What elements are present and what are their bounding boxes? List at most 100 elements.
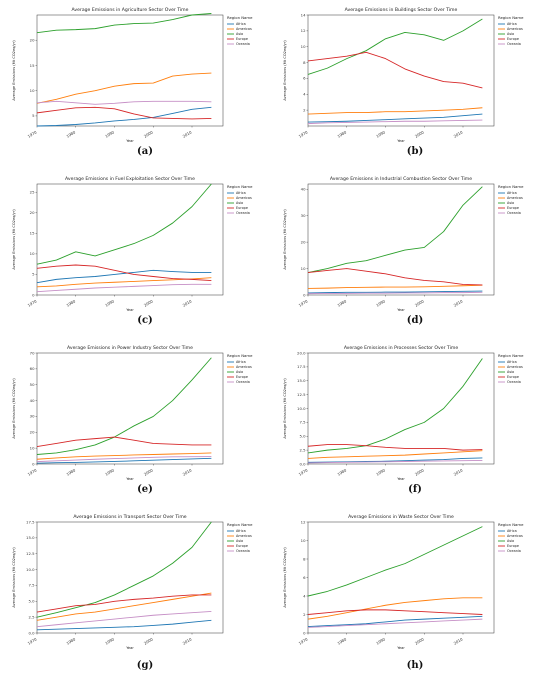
chart-title: Average Emissions in Power Industry Sect… <box>67 345 193 351</box>
series-line-africa <box>307 457 483 463</box>
series-line-asia <box>36 521 212 618</box>
series-line-asia <box>36 13 212 34</box>
y-tick-label: 15 <box>30 63 35 68</box>
legend-entry: Asia <box>507 201 514 205</box>
y-tick-label: 20 <box>30 210 35 215</box>
chart-panel-3: Average Emissions in Industrial Combusti… <box>283 176 524 312</box>
y-tick-label: 4 <box>303 593 306 598</box>
y-tick-label: 15.0 <box>297 378 306 383</box>
series-line-americas <box>36 592 212 621</box>
chart-panel-6: Average Emissions in Transport Sector Ov… <box>12 514 253 650</box>
chart-title: Average Emissions in Transport Sector Ov… <box>73 514 186 520</box>
y-tick-label: 8 <box>303 556 306 561</box>
x-axis-label: Year <box>397 139 405 143</box>
plot-frame <box>307 352 495 465</box>
legend-entry: Oceania <box>236 380 250 384</box>
legend-entry: Oceania <box>236 42 250 46</box>
legend-title: Region Name <box>227 184 253 189</box>
caption-g: (g) <box>136 660 154 671</box>
y-tick-label: 0.0 <box>28 630 35 635</box>
y-tick-label: 12 <box>301 28 306 33</box>
y-tick-label: 2.5 <box>299 447 306 452</box>
y-tick-label: 12 <box>301 519 306 524</box>
legend-title: Region Name <box>227 15 253 20</box>
y-tick-label: 17.5 <box>26 519 35 524</box>
y-tick-label: 15 <box>30 231 35 236</box>
x-tick-label: 2000 <box>143 467 154 476</box>
y-tick-label: 7.5 <box>299 420 306 425</box>
series-line-africa <box>307 615 483 627</box>
legend-entry: Asia <box>236 32 243 36</box>
series-line-oceania <box>307 119 483 125</box>
plot-frame <box>307 183 495 296</box>
y-axis-label: Average Emissions (Mt CO2eq/yr) <box>283 40 287 101</box>
series-line-africa <box>36 269 212 284</box>
x-tick-label: 2010 <box>182 636 193 645</box>
caption-a: (a) <box>137 146 153 157</box>
y-tick-label: 10 <box>301 266 306 271</box>
legend-title: Region Name <box>498 353 524 358</box>
y-tick-label: 20.0 <box>297 350 306 355</box>
plot-frame <box>36 183 224 296</box>
y-tick-label: 2.5 <box>28 614 35 619</box>
series-line-asia <box>36 183 212 265</box>
y-tick-label: 0 <box>303 292 306 297</box>
x-tick-label: 1980 <box>336 129 347 138</box>
x-tick-label: 1990 <box>104 129 115 138</box>
series-line-asia <box>307 186 483 273</box>
x-tick-label: 2000 <box>414 467 425 476</box>
x-tick-label: 1990 <box>104 467 115 476</box>
series-line-asia <box>307 358 483 454</box>
y-tick-label: 7.5 <box>28 583 35 588</box>
y-axis-label: Average Emissions (Mt CO2eq/yr) <box>283 209 287 270</box>
legend-entry: Oceania <box>236 211 250 215</box>
legend-entry: Oceania <box>507 211 521 215</box>
plot-frame <box>36 521 224 634</box>
series-line-europe <box>307 51 483 89</box>
legend-entry: Americas <box>507 27 523 31</box>
y-tick-label: 2 <box>303 107 306 112</box>
x-tick-label: 2010 <box>182 298 193 307</box>
x-tick-label: 1970 <box>27 636 38 645</box>
series-line-europe <box>36 264 212 282</box>
series-line-americas <box>307 450 483 459</box>
chart-title: Average Emissions in Fuel Exploitation S… <box>65 176 195 182</box>
chart-title: Average Emissions in Buildings Sector Ov… <box>345 7 458 13</box>
x-tick-label: 2000 <box>414 129 425 138</box>
x-tick-label: 2000 <box>143 298 154 307</box>
x-tick-label: 1990 <box>104 636 115 645</box>
x-tick-label: 1970 <box>298 467 309 476</box>
x-axis-label: Year <box>126 308 134 312</box>
series-line-europe <box>307 609 483 615</box>
legend-entry: Oceania <box>507 549 521 553</box>
x-tick-label: 1970 <box>27 467 38 476</box>
y-tick-label: 20 <box>301 239 306 244</box>
legend-entry: Africa <box>507 529 517 533</box>
chart-panel-4: Average Emissions in Power Industry Sect… <box>12 345 253 481</box>
chart-panel-5: Average Emissions in Processes Sector Ov… <box>283 345 524 481</box>
x-tick-label: 1980 <box>65 298 76 307</box>
y-tick-label: 12.5 <box>26 551 35 556</box>
y-tick-label: 30 <box>301 213 306 218</box>
caption-b: (b) <box>406 146 424 157</box>
y-tick-label: 10.0 <box>26 567 35 572</box>
caption-d: (d) <box>406 315 424 326</box>
y-tick-label: 50 <box>30 382 35 387</box>
y-tick-label: 10.0 <box>297 406 306 411</box>
legend-entry: Europe <box>507 544 519 548</box>
series-line-europe <box>307 444 483 451</box>
y-tick-label: 40 <box>30 398 35 403</box>
y-tick-label: 17.5 <box>297 364 306 369</box>
x-tick-label: 1990 <box>375 298 386 307</box>
legend-title: Region Name <box>498 184 524 189</box>
y-axis-label: Average Emissions (Mt CO2eq/yr) <box>283 378 287 439</box>
chart-panel-7: Average Emissions in Waste Sector Over T… <box>283 514 524 650</box>
series-line-oceania <box>36 283 212 293</box>
legend-entry: Europe <box>236 544 248 548</box>
y-tick-label: 70 <box>30 350 35 355</box>
chart-title: Average Emissions in Agriculture Sector … <box>72 7 189 13</box>
y-tick-label: 8 <box>303 60 306 65</box>
x-tick-label: 1970 <box>27 129 38 138</box>
series-line-europe <box>307 268 483 286</box>
legend-title: Region Name <box>498 522 524 527</box>
